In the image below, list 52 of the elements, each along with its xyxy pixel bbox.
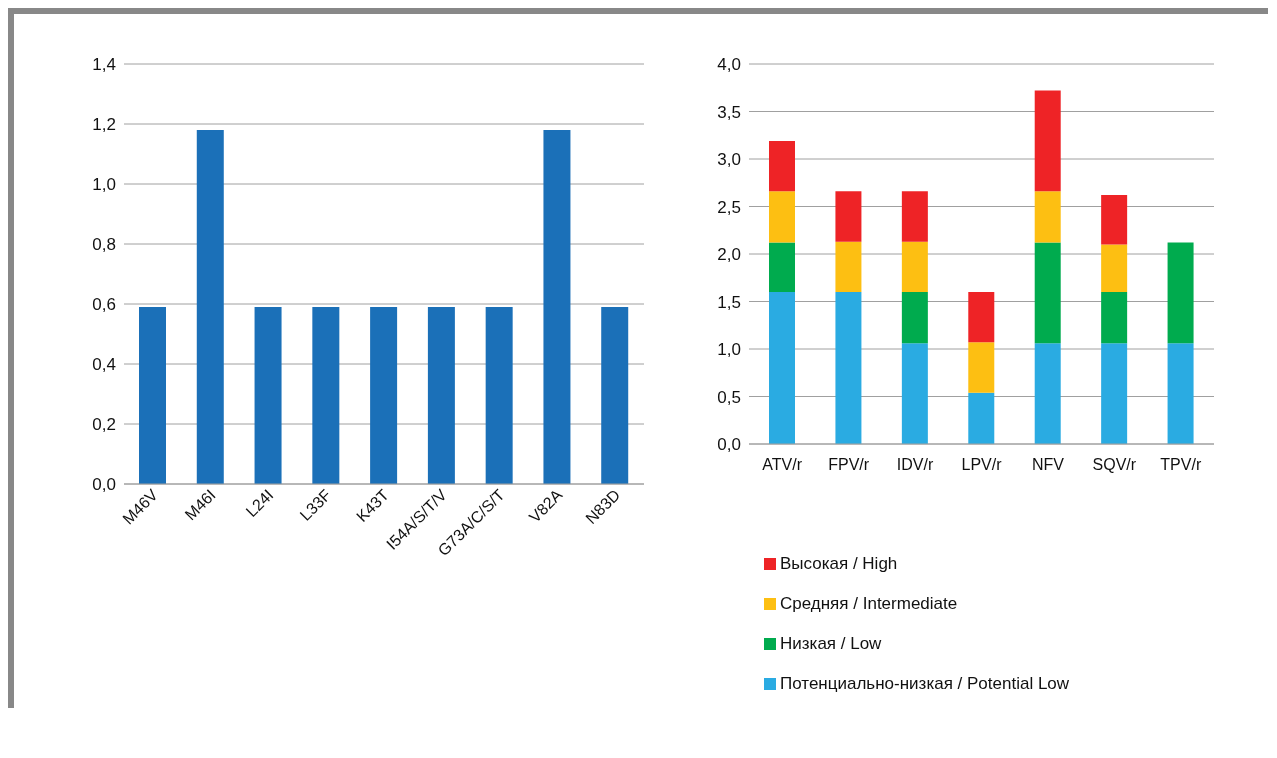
y-tick-label: 2,0 bbox=[717, 245, 741, 265]
bar bbox=[968, 392, 995, 444]
bar bbox=[1101, 195, 1128, 245]
x-tick-label: SQV/r bbox=[1092, 456, 1137, 473]
legend-label: Потенциально-низкая / Potential Low bbox=[780, 674, 1070, 694]
legend-label: Низкая / Low bbox=[780, 634, 882, 654]
y-tick-label: 4,0 bbox=[717, 55, 741, 75]
bar bbox=[1034, 242, 1061, 344]
x-tick-label: IDV/r bbox=[896, 456, 934, 473]
bar bbox=[1034, 90, 1061, 192]
legend-label: Высокая / High bbox=[780, 554, 898, 574]
bar bbox=[1167, 343, 1194, 444]
x-tick-label: ATV/r bbox=[762, 456, 803, 473]
bar bbox=[901, 241, 928, 292]
x-tick-label: LPV/r bbox=[961, 456, 1003, 473]
x-tick-label: NFV bbox=[1031, 456, 1065, 473]
y-tick-label: 2,5 bbox=[717, 197, 741, 217]
y-tick-label: 0,4 bbox=[92, 355, 116, 375]
y-tick-label: 1,0 bbox=[717, 340, 741, 360]
bar bbox=[835, 292, 862, 444]
bar bbox=[835, 191, 862, 242]
y-tick-label: 1,0 bbox=[92, 175, 116, 195]
bar bbox=[769, 292, 795, 444]
bar bbox=[769, 242, 795, 292]
y-tick-label: 0,5 bbox=[717, 387, 741, 407]
bar bbox=[769, 191, 795, 243]
bar bbox=[769, 140, 795, 192]
bar bbox=[968, 292, 995, 343]
y-tick-label: 0,0 bbox=[92, 475, 116, 495]
y-tick-label: 0,0 bbox=[717, 435, 741, 455]
x-tick-label: TPV/r bbox=[1160, 456, 1202, 473]
bar bbox=[835, 241, 862, 292]
bar bbox=[901, 191, 928, 242]
bar bbox=[1101, 292, 1128, 344]
y-tick-label: 1,5 bbox=[717, 292, 741, 312]
bar bbox=[901, 292, 928, 344]
x-tick-label: FPV/r bbox=[828, 456, 870, 473]
bar bbox=[1101, 244, 1128, 292]
y-tick-label: 3,5 bbox=[717, 102, 741, 122]
y-tick-label: 3,0 bbox=[717, 150, 741, 170]
bar bbox=[901, 343, 928, 444]
bar bbox=[1034, 343, 1061, 444]
y-tick-label: 0,6 bbox=[92, 295, 116, 315]
bar bbox=[1034, 191, 1061, 243]
bar bbox=[968, 342, 995, 393]
y-tick-label: 0,2 bbox=[92, 415, 116, 435]
bar bbox=[1167, 242, 1194, 344]
y-tick-label: 1,2 bbox=[92, 115, 116, 135]
y-tick-label: 1,4 bbox=[92, 55, 116, 75]
legend-label: Средняя / Intermediate bbox=[780, 594, 958, 614]
y-tick-label: 0,8 bbox=[92, 235, 116, 255]
bar bbox=[1101, 343, 1128, 444]
